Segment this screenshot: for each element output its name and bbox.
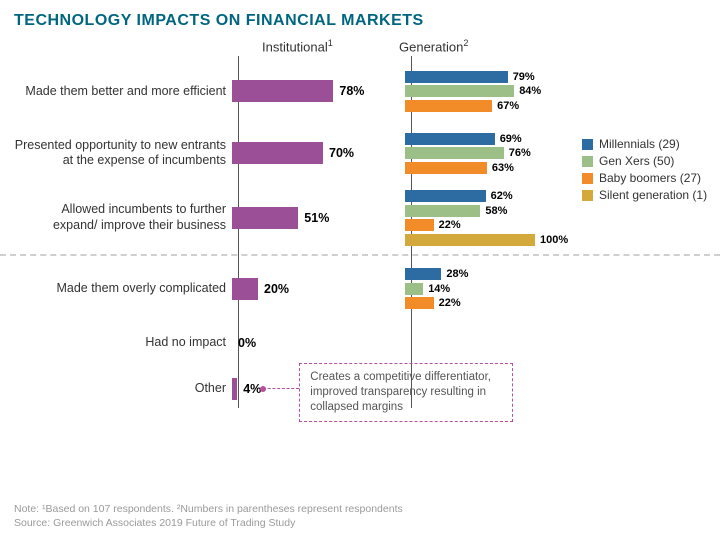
footnote-source: Source: Greenwich Associates 2019 Future… bbox=[14, 516, 295, 530]
generation-bar-row: 22% bbox=[405, 219, 595, 232]
generation-cell: 62% 58% 22% 100% bbox=[405, 184, 595, 252]
generation-bar bbox=[405, 71, 508, 83]
legend-label: Gen Xers (50) bbox=[599, 154, 674, 168]
generation-cell: 79% 84% 67% bbox=[405, 65, 595, 118]
generation-bar bbox=[405, 205, 480, 217]
institutional-cell: 20% bbox=[232, 278, 405, 300]
callout-box: Creates a competitive differentiator, im… bbox=[299, 363, 513, 422]
generation-value: 67% bbox=[492, 100, 519, 112]
generation-value: 69% bbox=[495, 133, 522, 145]
legend-swatch bbox=[582, 156, 593, 167]
chart-area: Institutional1 Generation2 Made them bet… bbox=[0, 38, 720, 412]
column-header-institutional: Institutional1 bbox=[238, 38, 393, 54]
legend-item: Millennials (29) bbox=[582, 137, 707, 151]
generation-cell: 28% 14% 22% bbox=[405, 262, 595, 315]
chart-rows: Made them better and more efficient 78% 79… bbox=[14, 60, 720, 412]
legend-label: Baby boomers (27) bbox=[599, 171, 701, 185]
column-header-generation: Generation2 bbox=[393, 38, 543, 54]
institutional-value: 4% bbox=[237, 382, 261, 396]
institutional-bar bbox=[232, 80, 333, 102]
legend-label: Millennials (29) bbox=[599, 137, 680, 151]
generation-bar-row: 67% bbox=[405, 99, 595, 112]
row-label: Had no impact bbox=[14, 335, 232, 351]
institutional-bar bbox=[232, 142, 323, 164]
institutional-value: 20% bbox=[258, 282, 289, 296]
generation-bar bbox=[405, 147, 504, 159]
generation-bar bbox=[405, 85, 514, 97]
institutional-value: 0% bbox=[232, 336, 256, 350]
legend: Millennials (29) Gen Xers (50) Baby boomer… bbox=[582, 134, 707, 205]
chart-row: Had no impact0% bbox=[14, 320, 720, 366]
generation-value: 22% bbox=[434, 219, 461, 231]
row-label: Other bbox=[14, 381, 232, 397]
generation-cell bbox=[405, 339, 595, 347]
row-label: Allowed incumbents to further expand/ im… bbox=[14, 202, 232, 233]
generation-bar-row: 76% bbox=[405, 147, 595, 160]
generation-bar-row: 100% bbox=[405, 233, 595, 246]
generation-bar-row: 14% bbox=[405, 282, 595, 295]
institutional-cell: 0% bbox=[232, 332, 405, 354]
generation-value: 84% bbox=[514, 85, 541, 97]
row-label: Made them better and more efficient bbox=[14, 84, 232, 100]
column-headers: Institutional1 Generation2 bbox=[14, 38, 720, 54]
institutional-cell: 51% bbox=[232, 207, 405, 229]
generation-bar bbox=[405, 162, 487, 174]
legend-swatch bbox=[582, 190, 593, 201]
institutional-bar bbox=[232, 278, 258, 300]
section-divider bbox=[0, 254, 720, 256]
generation-bar-row: 62% bbox=[405, 190, 595, 203]
generation-cell: 69% 76% 63% bbox=[405, 127, 595, 180]
chart-row: Made them better and more efficient 78% 79… bbox=[14, 60, 720, 122]
generation-value: 62% bbox=[486, 190, 513, 202]
institutional-cell: 70% bbox=[232, 142, 405, 164]
generation-value: 79% bbox=[508, 71, 535, 83]
footnote-note: Note: ¹Based on 107 respondents. ²Number… bbox=[14, 502, 403, 516]
generation-bar bbox=[405, 234, 535, 246]
generation-value: 76% bbox=[504, 147, 531, 159]
legend-item: Baby boomers (27) bbox=[582, 171, 707, 185]
generation-bar bbox=[405, 100, 492, 112]
generation-bar-row: 84% bbox=[405, 85, 595, 98]
generation-bar bbox=[405, 297, 434, 309]
generation-bar bbox=[405, 283, 423, 295]
legend-item: Gen Xers (50) bbox=[582, 154, 707, 168]
generation-value: 63% bbox=[487, 162, 514, 174]
generation-bar bbox=[405, 219, 434, 231]
generation-bar bbox=[405, 190, 486, 202]
legend-swatch bbox=[582, 173, 593, 184]
generation-bar-row: 22% bbox=[405, 297, 595, 310]
generation-value: 100% bbox=[535, 234, 568, 246]
generation-bar bbox=[405, 268, 441, 280]
institutional-cell: 78% bbox=[232, 80, 405, 102]
callout-connector bbox=[263, 388, 299, 389]
chart-title: TECHNOLOGY IMPACTS ON FINANCIAL MARKETS bbox=[0, 0, 720, 38]
generation-bar-row: 58% bbox=[405, 204, 595, 217]
generation-value: 14% bbox=[423, 283, 450, 295]
chart-row: Made them overly complicated 20% 28% 14% 22% bbox=[14, 258, 720, 320]
legend-swatch bbox=[582, 139, 593, 150]
legend-item: Silent generation (1) bbox=[582, 188, 707, 202]
row-label: Made them overly complicated bbox=[14, 281, 232, 297]
row-label: Presented opportunity to new entrants at… bbox=[14, 138, 232, 169]
generation-bar-row: 63% bbox=[405, 161, 595, 174]
institutional-value: 78% bbox=[333, 84, 364, 98]
generation-bar-row: 69% bbox=[405, 132, 595, 145]
generation-bar-row: 79% bbox=[405, 70, 595, 83]
generation-bar bbox=[405, 133, 495, 145]
generation-value: 28% bbox=[441, 268, 468, 280]
generation-bar-row: 28% bbox=[405, 268, 595, 281]
institutional-value: 70% bbox=[323, 146, 354, 160]
generation-value: 22% bbox=[434, 297, 461, 309]
institutional-bar bbox=[232, 207, 298, 229]
legend-label: Silent generation (1) bbox=[599, 188, 707, 202]
institutional-value: 51% bbox=[298, 211, 329, 225]
generation-value: 58% bbox=[480, 205, 507, 217]
